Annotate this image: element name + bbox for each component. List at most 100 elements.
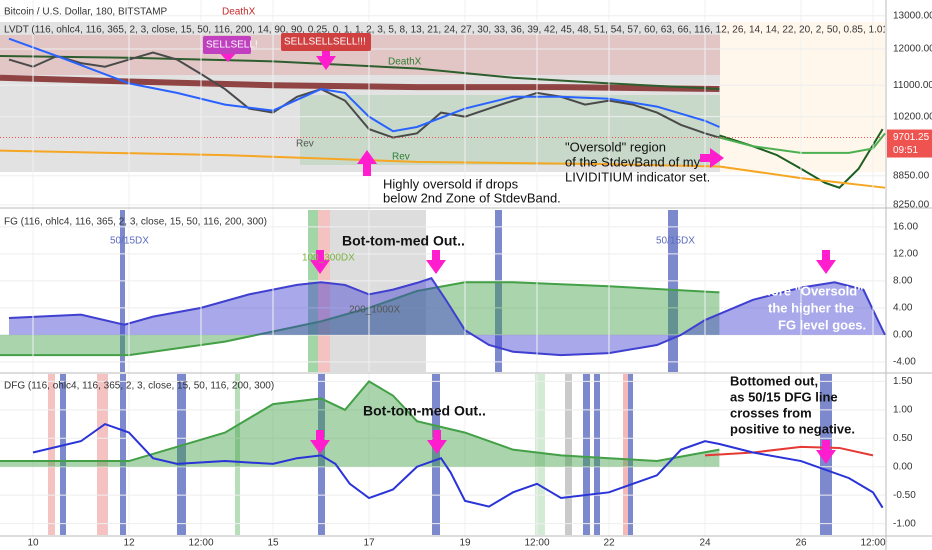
y-tick-label: 11000.00: [893, 80, 932, 91]
annotation: Bottomed out,: [730, 373, 818, 388]
y-tick-label: 0.00: [893, 330, 913, 341]
pane-title: DFG (116, ohlc4, 116, 365, 2, 3, close, …: [4, 381, 274, 392]
line: [8, 37, 720, 133]
annotation: 50/15DX: [656, 236, 695, 247]
signal-stripe: [668, 210, 678, 372]
pane-subtitle: LVDT (116, ohlc4, 116, 365, 2, 3, close,…: [4, 25, 905, 36]
line: [8, 276, 886, 357]
annotation: crosses from: [730, 405, 812, 420]
arrow: [816, 440, 836, 464]
annotation: Highly oversold if drops: [383, 176, 519, 191]
annotation: SELLSELL!: [206, 40, 258, 51]
signal-stripe: [48, 374, 55, 535]
area: [0, 282, 720, 356]
annotation: of the StdevBand of my: [565, 154, 701, 169]
last-price-tag: [887, 129, 932, 158]
y-tick-label: 13000.00: [893, 10, 932, 21]
arrow: [700, 148, 724, 168]
y-tick-label: 12000.00: [893, 44, 932, 55]
texts: Bitcoin / U.S. Dollar, 180, BITSTAMP LVDT…: [4, 7, 932, 549]
line: [0, 380, 720, 463]
line: [32, 422, 884, 509]
annotation: DeathX: [222, 7, 256, 18]
signal-stripe: [495, 210, 502, 372]
arrow: [310, 430, 330, 454]
arrow: [426, 250, 446, 274]
arrow: [316, 46, 336, 70]
y-tick-label: -0.50: [893, 490, 916, 501]
line: [704, 445, 874, 457]
signal-stripe: [432, 374, 440, 535]
annotation: the higher the: [768, 300, 854, 315]
x-tick-label: 17: [363, 538, 375, 549]
pane-title: FG (116, ohlc4, 116, 365, 2, 3, close, 1…: [4, 217, 267, 228]
signal-stripe: [60, 374, 66, 535]
x-tick-label: 24: [699, 538, 711, 549]
annotation: DeathX: [388, 57, 422, 68]
y-tick-label: -1.00: [893, 518, 916, 529]
annotation: as 50/15 DFG line: [730, 389, 838, 404]
y-tick-label: 16.00: [893, 222, 918, 233]
y-tick-label: 1.50: [893, 376, 913, 387]
line: [719, 132, 886, 154]
x-tick-label: 22: [603, 538, 615, 549]
annotation: Bot-tom-med Out..: [363, 403, 486, 419]
y-tick-label: 10200.00: [893, 111, 932, 122]
arrow: [310, 250, 330, 274]
annotation: below 2nd Zone of StdevBand.: [383, 190, 561, 205]
signal-stripe: [594, 374, 600, 535]
annotation: Rev: [392, 152, 410, 163]
annotation: positive to negative.: [730, 421, 855, 436]
signal-stripe: [235, 374, 240, 535]
arrow: [357, 150, 377, 176]
x-tick-label: 12:00: [524, 538, 549, 549]
x-tick-label: 12: [123, 538, 135, 549]
annotation-box: [281, 33, 371, 51]
signal-stripe: [535, 374, 545, 535]
annotation: 200_1000X: [349, 305, 400, 316]
y-tick-label: 1.00: [893, 404, 913, 415]
arrow: [427, 430, 447, 454]
annotation: LIVIDITIUM indicator set.: [565, 169, 710, 184]
signal-stripe: [565, 374, 572, 535]
annotation: Rev: [296, 139, 314, 150]
signal-stripe: [177, 374, 186, 535]
y-tick-label: 8850.00: [893, 170, 930, 181]
area: [9, 278, 885, 356]
annotation: FG level goes.: [778, 317, 866, 332]
signal-zone: [330, 210, 426, 372]
y-tick-label: 0.50: [893, 433, 913, 444]
annotation: SELLSELLSELL!!!: [284, 37, 366, 48]
last-price-label: 9701.25: [893, 132, 930, 143]
signal-stripe: [120, 210, 125, 372]
annotation: "Oversold" region: [565, 139, 666, 154]
signal-stripe: [120, 374, 126, 535]
x-tick-label: 12:00: [860, 538, 885, 549]
y-tick-label: 12.00: [893, 249, 918, 260]
annotation: Bot-tom-med Out..: [342, 233, 465, 249]
countdown-label: 09:51: [893, 145, 918, 156]
annotation: 100_300DX: [302, 253, 355, 264]
arrow: [816, 250, 836, 274]
y-tick-label: -4.00: [893, 357, 916, 368]
x-tick-label: 19: [459, 538, 471, 549]
annotation: More "Oversold": [760, 283, 863, 298]
signal-stripe: [623, 374, 628, 535]
x-tick-label: 15: [267, 538, 279, 549]
y-tick-label: 0.00: [893, 461, 913, 472]
y-tick-label: 8250.00: [893, 200, 930, 211]
line: [0, 74, 720, 93]
x-tick-label: 26: [795, 538, 807, 549]
signal-stripe: [308, 210, 318, 372]
annotation: 50/15DX: [110, 236, 149, 247]
x-tick-label: 12:00: [188, 538, 213, 549]
projection-zone: [720, 22, 885, 172]
y-tick-label: 4.00: [893, 303, 913, 314]
annotation-box: [203, 36, 251, 54]
signal-stripe: [583, 374, 590, 535]
area: [0, 381, 720, 467]
pane-title: Bitcoin / U.S. Dollar, 180, BITSTAMP: [4, 7, 168, 18]
